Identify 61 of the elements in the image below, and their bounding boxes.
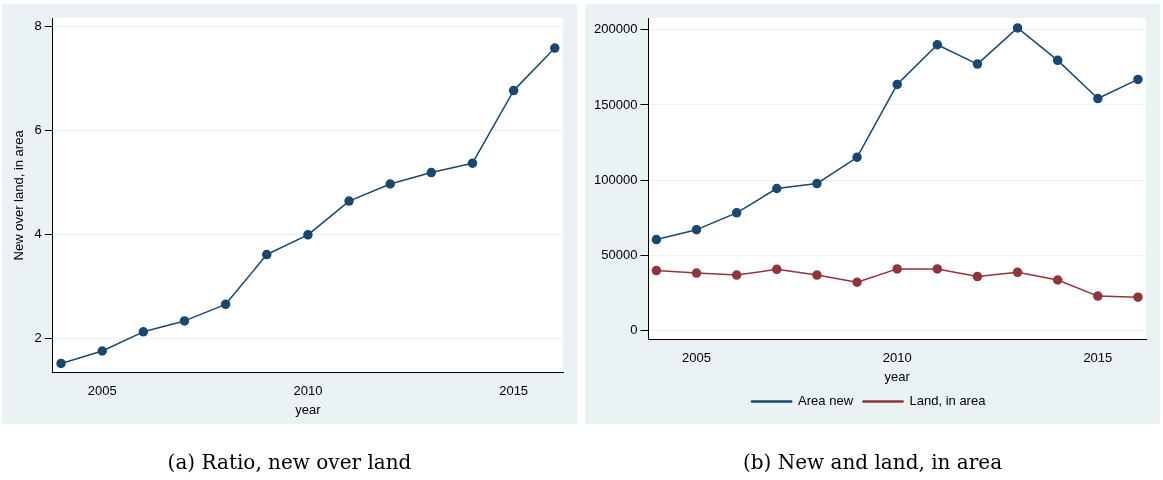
point [1052,55,1063,66]
point [812,178,822,189]
legend-label: Land, in area [909,393,987,409]
point [1012,23,1023,33]
y-tick-label: 50000 [601,246,638,262]
x-tick-label: 2005 [87,383,117,399]
point [852,277,862,288]
point [426,167,437,178]
y-tick-label: 100000 [593,171,638,187]
point [972,59,983,69]
point [97,346,107,356]
point [1052,275,1063,285]
point [138,327,149,337]
x-tick-label: 2010 [882,350,912,366]
point [772,264,782,275]
point [220,299,231,310]
point [852,152,862,163]
y-tick-label: 200000 [593,21,638,37]
point [651,265,662,276]
y-tick-label: 2 [34,329,42,345]
point [772,183,782,194]
point [932,264,943,274]
point [731,270,742,280]
point [691,268,702,278]
y-tick-label: 6 [34,122,42,138]
point [691,224,702,235]
point [892,79,902,90]
point [731,208,742,218]
y-tick-label: 150000 [593,96,638,112]
legend-label: Area new [798,393,854,409]
point [262,249,272,260]
x-tick-label: 2015 [1083,350,1113,366]
point [508,85,519,96]
text: (a) Ratio, new over land [166,450,413,474]
point [1093,93,1103,104]
x-axis-title: year [295,401,322,417]
point [1133,74,1143,85]
point [385,179,395,189]
point [1093,291,1103,301]
point [303,230,313,240]
point [467,158,478,168]
point [932,39,943,50]
y-axis-title: New over land, in area [11,129,27,261]
point [1133,292,1143,302]
y-tick-label: 8 [34,18,42,34]
point [550,43,560,53]
x-tick-label: 2005 [682,350,711,366]
point [179,316,190,326]
point [651,234,662,245]
point [344,196,354,206]
point [892,264,902,274]
point [56,358,66,369]
y-tick-label: 4 [34,225,42,241]
point [812,270,822,280]
x-axis-title: year [884,368,911,384]
point [972,271,983,282]
y-tick-label: 0 [630,321,638,337]
x-tick-label: 2010 [293,383,323,399]
point [1012,267,1023,278]
x-tick-label: 2015 [499,383,529,399]
text: (b) New and land, in area [741,450,1004,474]
